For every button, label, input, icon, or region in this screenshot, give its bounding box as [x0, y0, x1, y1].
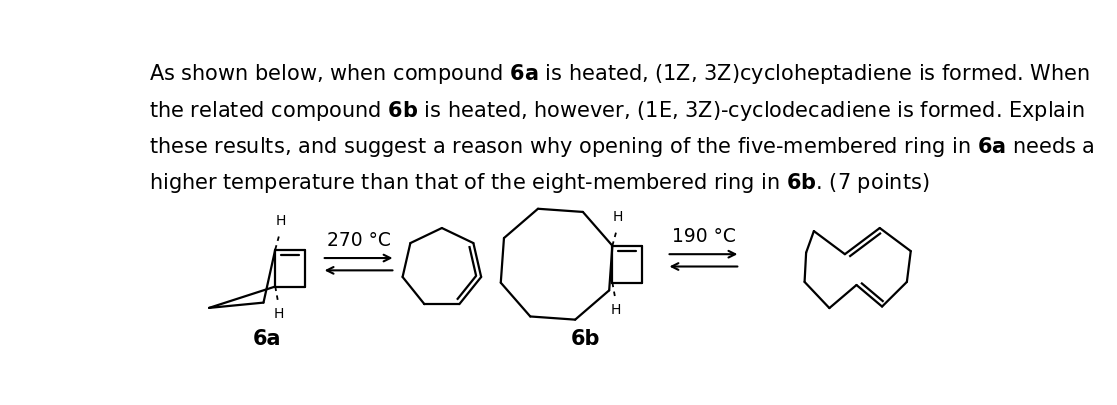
Text: 270 °C: 270 °C	[326, 231, 391, 250]
Text: H: H	[274, 307, 285, 321]
Text: H: H	[612, 210, 623, 224]
Text: H: H	[611, 303, 621, 318]
Text: H: H	[276, 214, 286, 228]
Text: higher temperature than that of the eight-membered ring in $\mathbf{6b}$. (7 poi: higher temperature than that of the eigh…	[149, 171, 929, 195]
Text: As shown below, when compound $\mathbf{6a}$ is heated, (1Z, 3Z)cycloheptadiene i: As shown below, when compound $\mathbf{6…	[149, 62, 1090, 86]
Text: these results, and suggest a reason why opening of the five-membered ring in $\m: these results, and suggest a reason why …	[149, 135, 1095, 159]
Text: the related compound $\mathbf{6b}$ is heated, however, (1E, 3Z)-cyclodecadiene i: the related compound $\mathbf{6b}$ is he…	[149, 99, 1085, 123]
Text: 6a: 6a	[254, 329, 281, 349]
Text: 190 °C: 190 °C	[671, 228, 735, 247]
Text: 6b: 6b	[571, 329, 600, 349]
